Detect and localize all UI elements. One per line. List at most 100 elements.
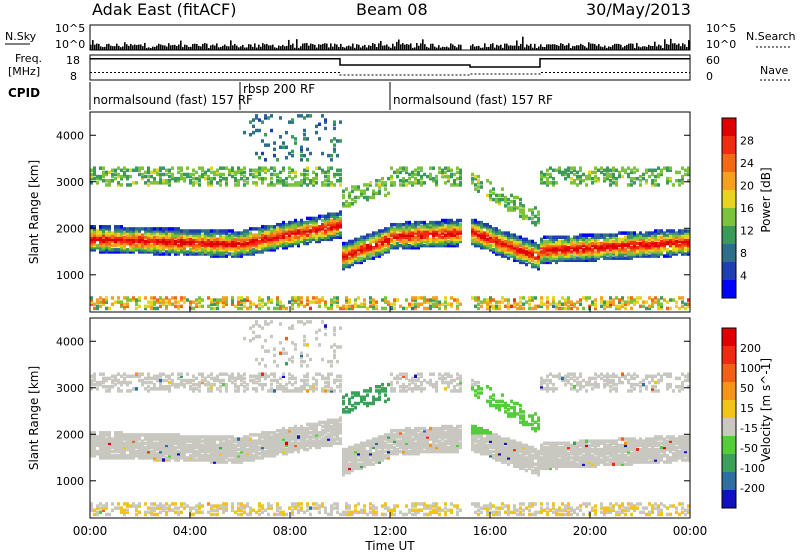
power-cell (642, 248, 645, 252)
velocity-cell (168, 454, 171, 458)
nsky-bar (684, 44, 686, 50)
velocity-cell (141, 380, 144, 385)
power-cell (216, 181, 219, 185)
power-cell (456, 304, 459, 309)
power-cell (279, 243, 282, 248)
power-cell (420, 231, 423, 235)
power-cell (663, 233, 666, 237)
power-cell (681, 179, 684, 183)
power-cell (570, 302, 573, 306)
velocity-cell (102, 372, 105, 376)
velocity-cell (117, 433, 120, 437)
power-cell (654, 245, 657, 250)
power-cell (225, 296, 228, 300)
velocity-cell (99, 435, 102, 439)
velocity-cell (228, 447, 231, 452)
nsky-bar (664, 39, 666, 50)
power-cell (603, 302, 606, 306)
power-cell (651, 237, 654, 242)
power-cell (456, 231, 459, 235)
velocity-cell (246, 387, 249, 391)
power-cell (342, 193, 345, 198)
velocity-cell (189, 508, 192, 512)
power-cell (675, 245, 678, 250)
power-cell (423, 222, 426, 227)
power-cell (159, 237, 162, 242)
power-cell (534, 262, 537, 267)
velocity-cell (252, 454, 255, 458)
power-cell (327, 222, 330, 227)
power-cell (600, 166, 603, 170)
power-cell (432, 179, 435, 183)
power-cell (357, 195, 360, 200)
power-cell (330, 222, 333, 227)
power-cell (618, 300, 621, 304)
velocity-cell (147, 506, 150, 510)
power-cell (237, 302, 240, 306)
power-cell (609, 235, 612, 240)
power-cell (351, 239, 354, 244)
power-cell (249, 245, 252, 250)
velocity-cell (234, 510, 237, 515)
power-cell (252, 302, 255, 306)
power-cell (267, 245, 270, 250)
power-cell (648, 231, 651, 235)
power-cell (660, 235, 663, 240)
power-cell (510, 252, 513, 256)
power-cell (93, 227, 96, 231)
velocity-cell (255, 389, 258, 393)
velocity-cell (108, 376, 111, 381)
velocity-cell (174, 458, 177, 462)
velocity-cell (255, 445, 258, 450)
power-cell (498, 237, 501, 242)
nsky-bar (460, 44, 462, 50)
power-cell (552, 181, 555, 185)
power-cell (363, 252, 366, 256)
power-cell (597, 168, 600, 173)
nsky-bar (614, 43, 616, 50)
power-cell (348, 262, 351, 267)
velocity-cell (117, 431, 120, 435)
velocity-cell (135, 506, 138, 510)
power-cell (336, 300, 339, 304)
power-cell (504, 204, 507, 208)
power-cell (312, 183, 315, 187)
power-cell (279, 300, 282, 304)
power-cell (147, 241, 150, 246)
power-cell (651, 304, 654, 309)
velocity-cell (144, 433, 147, 437)
power-cell (570, 256, 573, 260)
power-cell (324, 120, 327, 124)
nsky-bar (396, 41, 398, 50)
velocity-cell (195, 454, 198, 458)
velocity-cell (186, 504, 189, 508)
power-cell (252, 237, 255, 242)
power-cell (198, 304, 201, 309)
power-cell (447, 227, 450, 231)
nsky-bar (108, 43, 110, 50)
velocity-cell (240, 458, 243, 462)
power-cell (132, 241, 135, 246)
velocity-cell (138, 510, 141, 515)
power-cell (168, 241, 171, 246)
power-cell (201, 168, 204, 173)
velocity-cell (225, 460, 228, 464)
power-cell (219, 243, 222, 248)
nsky-bar (584, 46, 586, 50)
power-cell (486, 241, 489, 246)
velocity-cell (186, 447, 189, 452)
power-cell (528, 302, 531, 306)
power-cell (627, 254, 630, 258)
power-cell (507, 304, 510, 309)
velocity-cell (132, 451, 135, 456)
power-cell (537, 212, 540, 216)
velocity-cell (159, 439, 162, 443)
power-cell (564, 243, 567, 248)
power-cell (162, 302, 165, 306)
power-cell (669, 254, 672, 258)
colorbar-frame (721, 117, 737, 299)
power-cell (549, 181, 552, 185)
power-cell (195, 304, 198, 309)
power-cell (417, 304, 420, 309)
velocity-cell (99, 443, 102, 448)
